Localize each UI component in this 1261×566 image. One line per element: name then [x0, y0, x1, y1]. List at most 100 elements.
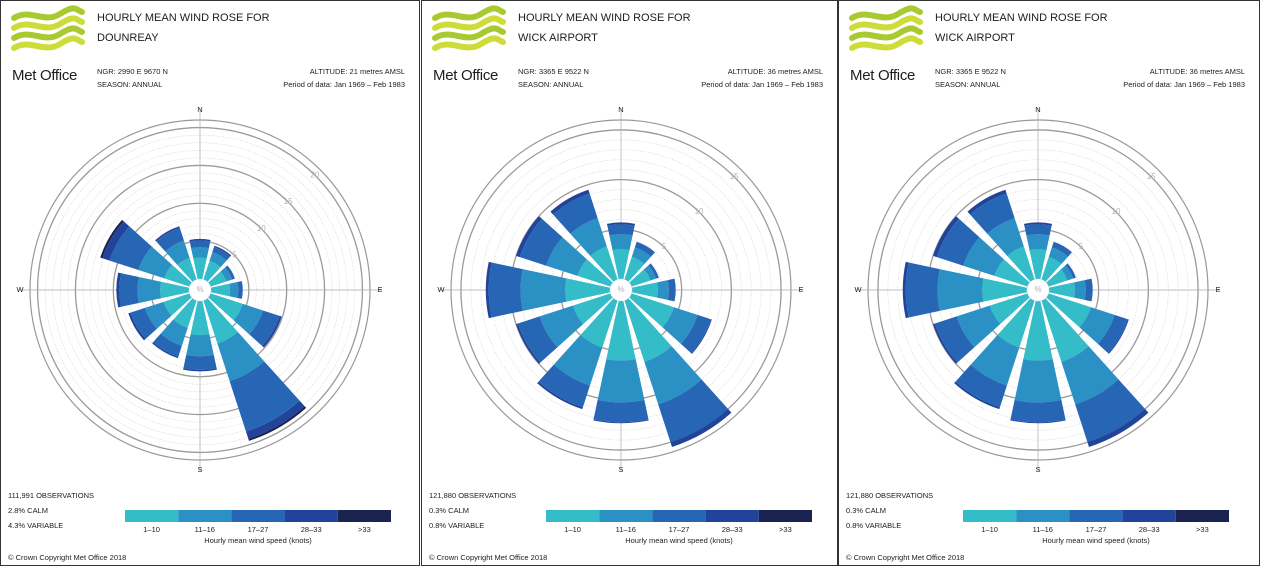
sector-segment — [217, 331, 265, 382]
sector-segment — [249, 310, 280, 346]
sector-segment — [203, 298, 238, 344]
logo-wave — [849, 35, 923, 51]
legend-label: 28–33 — [1139, 525, 1160, 534]
sector-segment — [237, 281, 243, 299]
sector-segment — [933, 323, 958, 364]
sector-segment — [1026, 234, 1050, 251]
legend-swatch — [758, 510, 812, 522]
sector-segment — [229, 361, 300, 432]
sector-segment — [597, 359, 645, 403]
sector-segment — [538, 364, 590, 408]
sector-segment — [1108, 319, 1129, 354]
altitude: ALTITUDE: 36 metres AMSL — [1150, 67, 1245, 76]
sector-segment — [1074, 280, 1086, 300]
sector-segment — [1041, 298, 1089, 362]
sector-segment — [1014, 359, 1062, 403]
sector-segment — [537, 381, 583, 410]
sector-segment — [1024, 224, 1052, 236]
sector-segment — [1029, 249, 1047, 280]
sector-segment — [994, 259, 1030, 287]
sector-segment — [954, 381, 1000, 410]
legend-swatch — [599, 510, 653, 522]
sector-segment — [937, 269, 984, 311]
sector-segment — [1079, 307, 1115, 344]
legend-label: >33 — [779, 525, 792, 534]
copyright: © Crown Copyright Met Office 2018 — [846, 553, 964, 562]
r-tick-label: 20 — [310, 170, 319, 179]
legend-swatch — [125, 510, 179, 522]
copyright: © Crown Copyright Met Office 2018 — [8, 553, 126, 562]
legend-swatch — [1122, 510, 1176, 522]
sector-segment — [1010, 399, 1066, 423]
title: WICK AIRPORT — [935, 32, 1015, 44]
sector-segment — [546, 237, 587, 276]
sector-segment — [116, 272, 122, 308]
r-tick-label: 15 — [284, 197, 293, 206]
panel: Met Office HOURLY MEAN WIND ROSE FOR WICK … — [421, 0, 838, 566]
sector-segment — [550, 189, 590, 215]
sector-segment — [670, 408, 732, 447]
sector-segment — [183, 368, 217, 372]
legend-label: 1–10 — [981, 525, 998, 534]
compass-label: W — [854, 285, 862, 294]
sector-segment — [208, 293, 243, 321]
sector-segment — [177, 257, 197, 282]
logo-wave — [849, 15, 923, 31]
sector-segment — [153, 333, 182, 357]
sector-segment — [956, 305, 1001, 348]
sector-segment — [119, 273, 139, 307]
sector-segment — [248, 406, 307, 441]
sector-segment — [517, 316, 558, 363]
sector-segment — [982, 278, 1028, 302]
legend-label: >33 — [1196, 525, 1209, 534]
title: HOURLY MEAN WIND ROSE FOR — [935, 12, 1108, 24]
observations: 111,991 OBSERVATIONS — [8, 491, 94, 500]
legend-swatch — [284, 510, 338, 522]
r-tick-label: 10 — [1112, 207, 1121, 216]
legend-label: 17–27 — [669, 525, 690, 534]
legend-label: 11–16 — [616, 525, 636, 534]
x-axis-label: Hourly mean wind speed (knots) — [625, 536, 733, 545]
logo-text: Met Office — [850, 67, 915, 84]
sector-segment — [229, 282, 239, 298]
sector-segment — [1023, 300, 1053, 361]
r-tick-label: 5 — [232, 251, 237, 260]
sector-segment — [553, 335, 603, 386]
ngr: NGR: 2990 E 9670 N — [97, 67, 168, 76]
sector-segment — [539, 305, 584, 348]
sector-segment — [189, 240, 211, 249]
sector-segment — [165, 240, 190, 265]
compass-label: N — [1035, 105, 1040, 114]
copyright: © Crown Copyright Met Office 2018 — [429, 553, 547, 562]
sector-segment — [1048, 282, 1075, 298]
sector-segment — [997, 298, 1035, 348]
sector-segment — [1023, 222, 1053, 226]
sector-segment — [902, 261, 909, 319]
ngr: NGR: 3365 E 9522 N — [518, 67, 589, 76]
legend-label: 17–27 — [248, 525, 269, 534]
sector-segment — [624, 256, 645, 282]
sector-segment — [213, 245, 232, 257]
logo-wave — [432, 5, 506, 21]
logo-wave — [432, 35, 506, 51]
sector-segment — [643, 265, 657, 281]
logo-text: Met Office — [433, 67, 498, 84]
sector-segment — [488, 262, 523, 318]
panel: Met Office HOURLY MEAN WIND ROSE FOR DOUNR… — [0, 0, 420, 566]
sector-segment — [989, 293, 1030, 324]
legend-swatch — [231, 510, 285, 522]
altitude: ALTITUDE: 21 metres AMSL — [310, 67, 405, 76]
calm: 0.3% CALM — [429, 506, 469, 515]
legend-label: 28–33 — [722, 525, 743, 534]
sector-segment — [516, 216, 542, 258]
sector-segment — [648, 263, 659, 279]
sector-segment — [691, 319, 712, 354]
logo-waves — [11, 5, 85, 51]
period: Period of data: Jan 1969 – Feb 1983 — [1123, 80, 1245, 89]
sector-segment — [936, 218, 980, 266]
legend-label: 17–27 — [1086, 525, 1107, 534]
sector-segment — [160, 281, 190, 299]
sector-segment — [987, 218, 1024, 256]
r-tick-label: 10 — [257, 224, 266, 233]
sector-segment — [100, 219, 124, 259]
